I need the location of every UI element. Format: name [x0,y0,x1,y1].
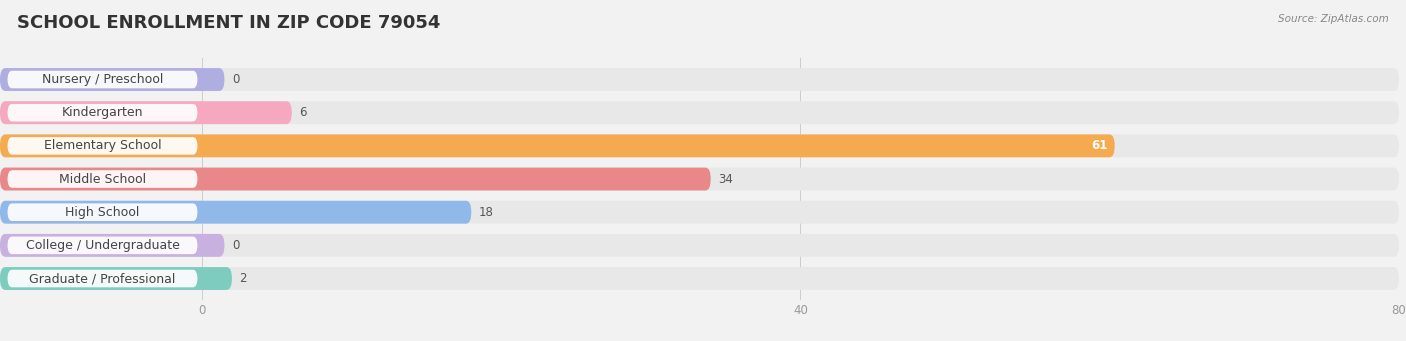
Text: High School: High School [65,206,139,219]
FancyBboxPatch shape [0,201,471,224]
FancyBboxPatch shape [0,167,1399,191]
Text: College / Undergraduate: College / Undergraduate [25,239,180,252]
FancyBboxPatch shape [7,170,197,188]
Text: 0: 0 [232,73,239,86]
Text: Graduate / Professional: Graduate / Professional [30,272,176,285]
Text: Middle School: Middle School [59,173,146,186]
FancyBboxPatch shape [7,104,197,121]
Text: Kindergarten: Kindergarten [62,106,143,119]
FancyBboxPatch shape [7,203,197,221]
FancyBboxPatch shape [7,137,197,155]
Text: 18: 18 [479,206,494,219]
FancyBboxPatch shape [0,167,710,191]
Text: 0: 0 [232,239,239,252]
FancyBboxPatch shape [0,101,292,124]
FancyBboxPatch shape [0,134,1115,157]
FancyBboxPatch shape [7,270,197,287]
Text: 6: 6 [299,106,307,119]
Text: 2: 2 [239,272,247,285]
Text: SCHOOL ENROLLMENT IN ZIP CODE 79054: SCHOOL ENROLLMENT IN ZIP CODE 79054 [17,14,440,32]
FancyBboxPatch shape [0,267,232,290]
FancyBboxPatch shape [0,134,1399,157]
FancyBboxPatch shape [0,201,1399,224]
FancyBboxPatch shape [0,68,225,91]
Text: Source: ZipAtlas.com: Source: ZipAtlas.com [1278,14,1389,24]
FancyBboxPatch shape [0,101,1399,124]
FancyBboxPatch shape [7,71,197,88]
Text: Elementary School: Elementary School [44,139,162,152]
FancyBboxPatch shape [7,237,197,254]
Text: 61: 61 [1091,139,1107,152]
Text: 34: 34 [718,173,733,186]
Text: Nursery / Preschool: Nursery / Preschool [42,73,163,86]
FancyBboxPatch shape [0,267,1399,290]
FancyBboxPatch shape [0,68,1399,91]
FancyBboxPatch shape [0,234,225,257]
FancyBboxPatch shape [0,234,1399,257]
